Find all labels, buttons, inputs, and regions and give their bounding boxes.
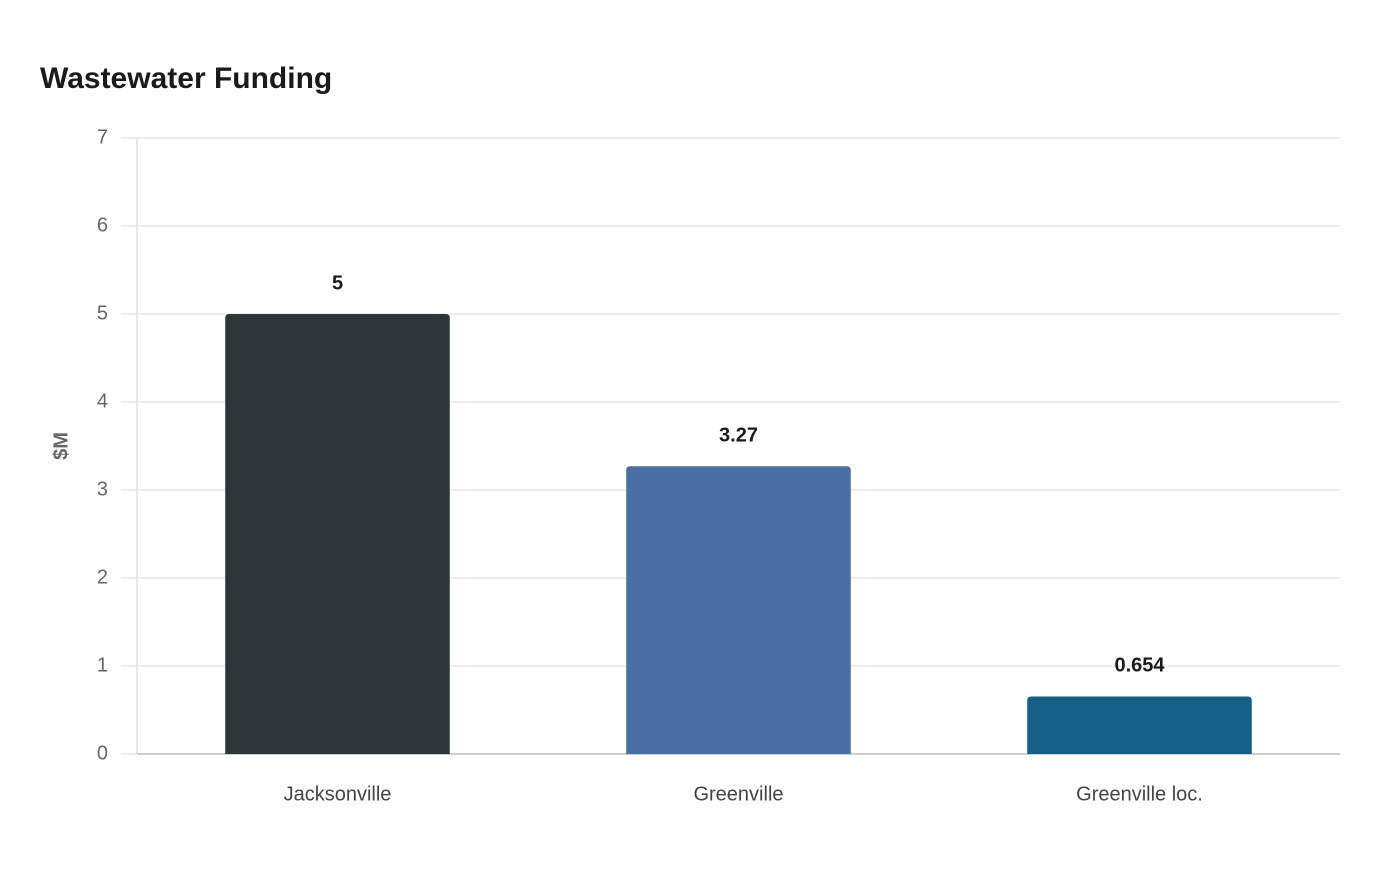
y-axis-label: $M [50,432,72,460]
y-tick-label: 3 [97,478,108,500]
value-label: 5 [332,272,343,294]
y-tick-label: 7 [97,126,108,148]
y-tick-label: 1 [97,654,108,676]
value-label: 0.654 [1114,655,1165,677]
y-tick-label: 5 [97,302,108,324]
y-tick-label: 6 [97,214,108,236]
x-tick-label: Jacksonville [284,783,392,805]
y-tick-label: 4 [97,390,108,412]
bar [1027,696,1252,754]
y-tick-label: 2 [97,566,108,588]
bar [626,466,851,754]
x-tick-label: Greenville loc. [1076,783,1203,805]
chart-title: Wastewater Funding [40,62,332,95]
bar [225,314,450,754]
y-tick-label: 0 [97,742,108,764]
value-label: 3.27 [719,425,758,447]
x-tick-label: Greenville [693,783,783,805]
